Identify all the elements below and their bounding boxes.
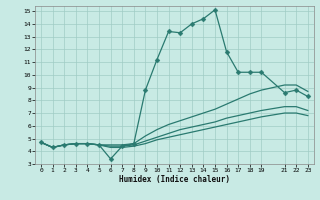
X-axis label: Humidex (Indice chaleur): Humidex (Indice chaleur) — [119, 175, 230, 184]
